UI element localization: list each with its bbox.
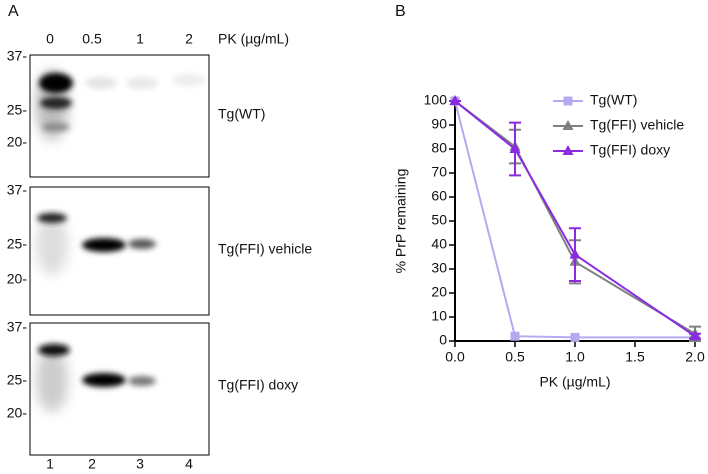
- marker: [689, 330, 701, 341]
- x-tick-label: 0.5: [505, 349, 525, 365]
- blot-frame: [29, 186, 210, 316]
- panel-label: B: [395, 3, 406, 20]
- y-tick-label: 60: [431, 188, 447, 204]
- mw-marker: 25-: [7, 236, 28, 252]
- y-tick-label: 20: [431, 284, 447, 300]
- lane-number: 1: [46, 456, 54, 472]
- legend-marker: [562, 145, 574, 155]
- y-tick-label: 0: [439, 332, 447, 348]
- blot-frame: [29, 54, 210, 178]
- pk-label: PK (µg/mL): [218, 31, 289, 47]
- blot-label: Tg(FFI) doxy: [218, 377, 298, 393]
- lane-number: 4: [185, 456, 193, 472]
- blot-image: [30, 55, 209, 177]
- legend-label: Tg(FFI) vehicle: [590, 117, 684, 133]
- mw-marker: 25-: [7, 102, 28, 118]
- legend-marker: [563, 96, 573, 106]
- lane-header: 2: [185, 31, 193, 47]
- legend-label: Tg(FFI) doxy: [590, 142, 670, 158]
- legend-label: Tg(WT): [590, 92, 637, 108]
- mw-marker: 25-: [7, 372, 28, 388]
- x-tick-label: 1.5: [625, 349, 645, 365]
- blot-image: [30, 323, 209, 455]
- y-tick-label: 30: [431, 260, 447, 276]
- y-tick-label: 90: [431, 116, 447, 132]
- blot-label: Tg(WT): [218, 106, 265, 122]
- y-tick-label: 50: [431, 212, 447, 228]
- lane-header: 0: [46, 31, 54, 47]
- mw-marker: 20-: [7, 134, 28, 150]
- x-tick-label: 1.0: [565, 349, 585, 365]
- y-axis-label: % PrP remaining: [393, 169, 409, 274]
- marker: [509, 143, 521, 153]
- x-tick-label: 2.0: [685, 349, 705, 365]
- x-tick-label: 0.0: [445, 349, 465, 365]
- series-line: [454, 100, 696, 335]
- panel-label: A: [8, 3, 19, 20]
- mw-marker: 37-: [7, 48, 28, 64]
- marker: [510, 331, 520, 341]
- blot-frame: [29, 322, 210, 456]
- lane-header: 0.5: [82, 31, 102, 47]
- marker: [570, 332, 580, 342]
- y-tick-label: 100: [424, 92, 448, 108]
- mw-marker: 20-: [7, 405, 28, 421]
- y-tick-label: 80: [431, 140, 447, 156]
- legend-marker: [562, 120, 574, 130]
- mw-marker: 37-: [7, 319, 28, 335]
- y-tick-label: 40: [431, 236, 447, 252]
- lane-header: 1: [136, 31, 144, 47]
- marker: [449, 95, 461, 105]
- mw-marker: 37-: [7, 182, 28, 198]
- y-tick-label: 70: [431, 164, 447, 180]
- blot-label: Tg(FFI) vehicle: [218, 241, 312, 257]
- mw-marker: 20-: [7, 271, 28, 287]
- x-axis-label: PK (µg/mL): [539, 374, 610, 390]
- series-line: [454, 100, 696, 338]
- series-line: [454, 100, 695, 339]
- lane-number: 2: [88, 456, 96, 472]
- lane-number: 3: [136, 456, 144, 472]
- blot-image: [30, 187, 209, 315]
- marker: [569, 248, 581, 259]
- y-tick-label: 10: [431, 308, 447, 324]
